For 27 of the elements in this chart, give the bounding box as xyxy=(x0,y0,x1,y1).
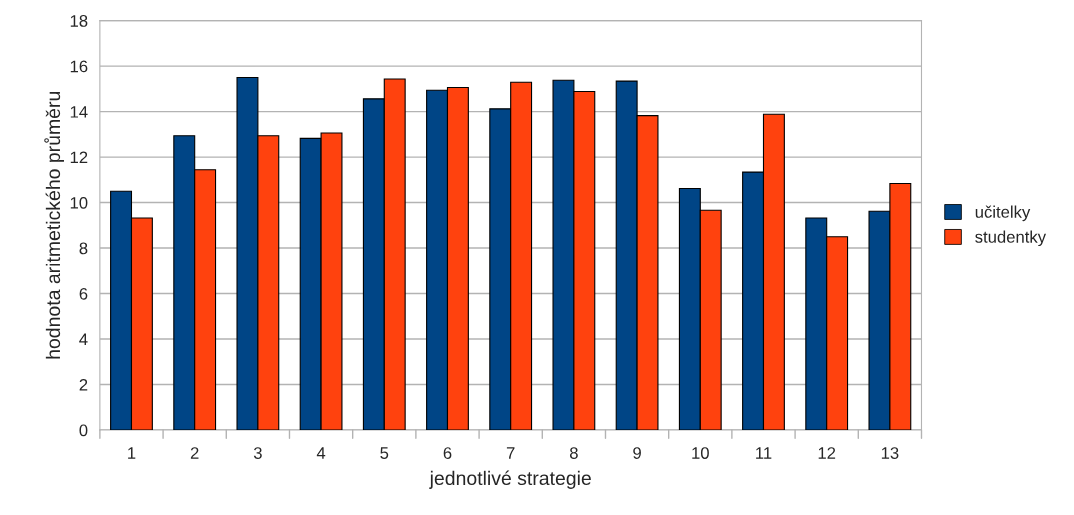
x-tick-label: 8 xyxy=(569,447,578,459)
y-axis-title: hodnota aritmetického průměru xyxy=(44,92,64,359)
x-tick-label: 13 xyxy=(881,447,899,459)
x-tick-label: 10 xyxy=(692,447,709,459)
x-tick-label: 2 xyxy=(190,447,199,459)
y-tick-label: 18 xyxy=(70,15,88,27)
legend-label: studentky xyxy=(975,230,1047,247)
x-axis-title: jednotlivé strategie xyxy=(429,470,591,489)
y-tick-label: 4 xyxy=(79,333,88,346)
y-tick-label: 0 xyxy=(79,424,88,437)
y-tick-label: 14 xyxy=(70,106,88,118)
x-tick-label: 4 xyxy=(316,447,326,459)
y-tick-label: 6 xyxy=(79,287,88,300)
x-tick-label: 6 xyxy=(443,447,452,459)
y-tick-label: 16 xyxy=(70,60,88,73)
legend-label: učitelky xyxy=(975,205,1031,222)
y-tick-label: 8 xyxy=(79,242,88,255)
x-tick-label: 7 xyxy=(506,447,515,459)
x-tick-label: 5 xyxy=(380,447,389,459)
x-tick-label: 12 xyxy=(818,447,836,459)
x-tick-label: 9 xyxy=(633,447,641,459)
x-tick-label: 3 xyxy=(253,447,262,459)
y-tick-label: 12 xyxy=(70,151,88,164)
y-tick-label: 2 xyxy=(79,378,88,391)
x-tick-label: 11 xyxy=(756,447,772,459)
y-tick-label: 10 xyxy=(70,196,88,209)
x-tick-label: 1 xyxy=(128,447,136,459)
